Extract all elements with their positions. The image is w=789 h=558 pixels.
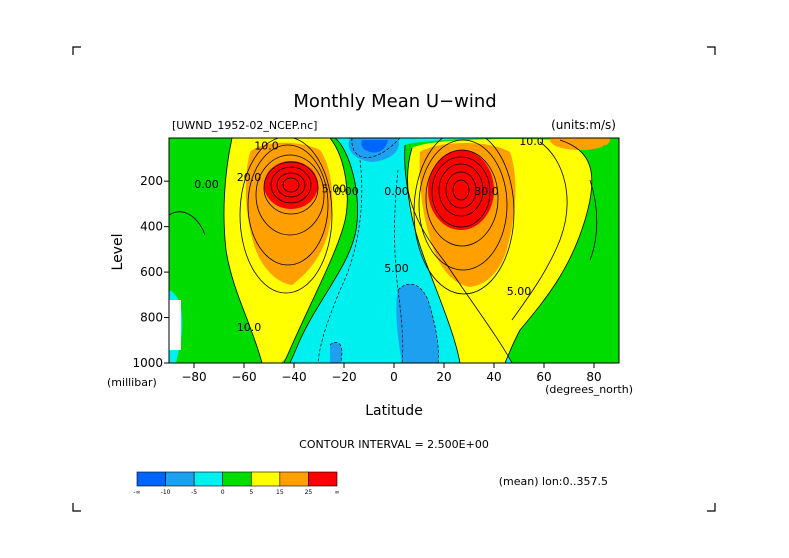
contour-interval-text: CONTOUR INTERVAL = 2.500E+00 (299, 438, 489, 451)
colorbar-swatch (136, 471, 166, 487)
contour-label: 5.00 (322, 183, 347, 196)
x-tick-label: 80 (586, 370, 601, 384)
shade-north-jet-core (428, 150, 494, 230)
colorbar-level-label: -10 (161, 489, 171, 496)
shade-upper-right-orange (550, 138, 610, 150)
colorbar-level-label: ∞ (335, 489, 340, 496)
shade-small-easterly (330, 342, 342, 363)
contour-label: 10.0 (519, 135, 544, 148)
x-tick-label: 40 (486, 370, 501, 384)
contour-label: 5.00 (384, 262, 409, 275)
x-tick-label: −40 (281, 370, 306, 384)
colorbar-level-label: -∞ (133, 489, 140, 496)
x-axis: −80 −60 −40 −20 0 20 40 60 80 (181, 363, 602, 384)
y-tick-label: 600 (140, 265, 163, 279)
contour-label: 20.0 (237, 171, 262, 184)
x-tick-label: −20 (331, 370, 356, 384)
missing-data-patch (169, 300, 181, 350)
y-axis: 200 400 600 800 1000 (132, 174, 169, 370)
shade-easterly-core (361, 140, 388, 153)
contour-label: 10.0 (237, 321, 262, 334)
y-tick-label: 200 (140, 174, 163, 188)
crop-marks (72, 46, 716, 512)
shade-surface-easterly (396, 284, 439, 363)
shade-south-jet-core (264, 161, 318, 209)
contour-labels: 10.020.00.00 5.000.00 0.005.0010.030.010.0… (194, 135, 544, 334)
x-tick-label: −80 (181, 370, 206, 384)
y-tick-label: 800 (140, 311, 163, 325)
chart-title: Monthly Mean U−wind (293, 91, 496, 112)
colorbar-swatch (279, 471, 309, 487)
contour-label: 0.00 (334, 185, 359, 198)
contour-label: 5.00 (507, 285, 532, 298)
colorbar-swatch (165, 471, 195, 487)
y-tick-label: 1000 (132, 356, 163, 370)
contour-lines (169, 138, 598, 363)
colorbar-swatch (308, 471, 338, 487)
x-tick-label: 60 (536, 370, 551, 384)
contour-label: 10.0 (254, 139, 279, 152)
x-tick-label: −60 (231, 370, 256, 384)
colorbar-level-label: 25 (305, 489, 313, 496)
contour-label: 0.00 (384, 185, 409, 198)
x-tick-label: 20 (436, 370, 451, 384)
colorbar-swatch (250, 471, 281, 487)
contour-label: 0.00 (194, 178, 219, 191)
colorbar: -∞ -10 -5 0 5 15 25 ∞ (133, 471, 340, 496)
x-axis-label: Latitude (365, 403, 423, 419)
colorbar-level-label: 5 (249, 489, 253, 496)
colorbar-level-label: -5 (191, 489, 197, 496)
units-label: (units:m/s) (551, 118, 616, 132)
y-tick-label: 400 (140, 220, 163, 234)
x-tick-label: 0 (390, 370, 398, 384)
x-units-label: (degrees_north) (545, 383, 633, 396)
y-units-label: (millibar) (107, 376, 157, 389)
y-axis-label: Level (110, 234, 126, 271)
colorbar-swatch (222, 471, 252, 487)
contour-label: 30.0 (474, 185, 499, 198)
colorbar-level-label: 0 (221, 489, 225, 496)
mean-text: (mean) lon:0..357.5 (499, 475, 608, 488)
colorbar-level-label: 15 (276, 489, 284, 496)
shade-upper-right-green (591, 145, 619, 345)
colorbar-swatch (193, 471, 224, 487)
negative-contour-lines (317, 138, 439, 363)
dataset-label: [UWND_1952-02_NCEP.nc] (172, 119, 317, 132)
plot-area: 10.020.00.00 5.000.00 0.005.0010.030.010.0… (169, 135, 619, 363)
